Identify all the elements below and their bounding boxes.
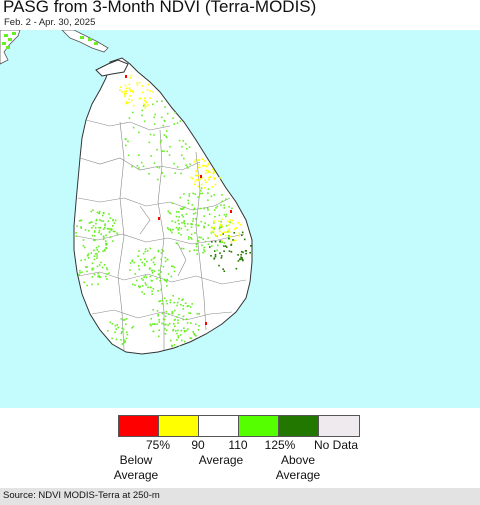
swatch-no-data xyxy=(319,416,359,436)
district-borders xyxy=(75,119,247,351)
above-average-label: Above Average xyxy=(275,453,321,482)
tick-110: 110 xyxy=(228,438,248,452)
swatch-75-90 xyxy=(159,416,199,436)
ndvi-anomaly-pixels xyxy=(75,74,252,348)
swatch-below-75 xyxy=(119,416,159,436)
date-range: Feb. 2 - Apr. 30, 2025 xyxy=(4,17,96,28)
india-vegetation xyxy=(2,32,98,49)
average-label: Average xyxy=(198,453,244,467)
map-title: PASG from 3-Month NDVI (Terra-MODIS) xyxy=(3,0,317,16)
swatch-above-125 xyxy=(279,416,319,436)
swatch-110-125 xyxy=(239,416,279,436)
map-header: PASG from 3-Month NDVI (Terra-MODIS) Feb… xyxy=(0,0,480,30)
swatch-90-110 xyxy=(199,416,239,436)
legend-color-bar xyxy=(118,415,360,437)
jaffna-peninsula xyxy=(95,59,129,77)
tick-75: 75% xyxy=(145,438,171,452)
footer: Source: NDVI MODIS-Terra at 250-m xyxy=(0,488,480,505)
tick-no-data: No Data xyxy=(313,438,359,452)
map-panel xyxy=(0,29,480,408)
below-average-label: Below Average xyxy=(113,453,159,482)
india-coast-east xyxy=(61,29,109,53)
map-canvas xyxy=(0,29,480,408)
legend: 75% 90 110 125% No Data Below Average Av… xyxy=(0,408,480,488)
source-credit: Source: NDVI MODIS-Terra at 250-m xyxy=(3,490,160,501)
tick-125: 125% xyxy=(264,438,296,452)
tick-90: 90 xyxy=(191,438,205,452)
